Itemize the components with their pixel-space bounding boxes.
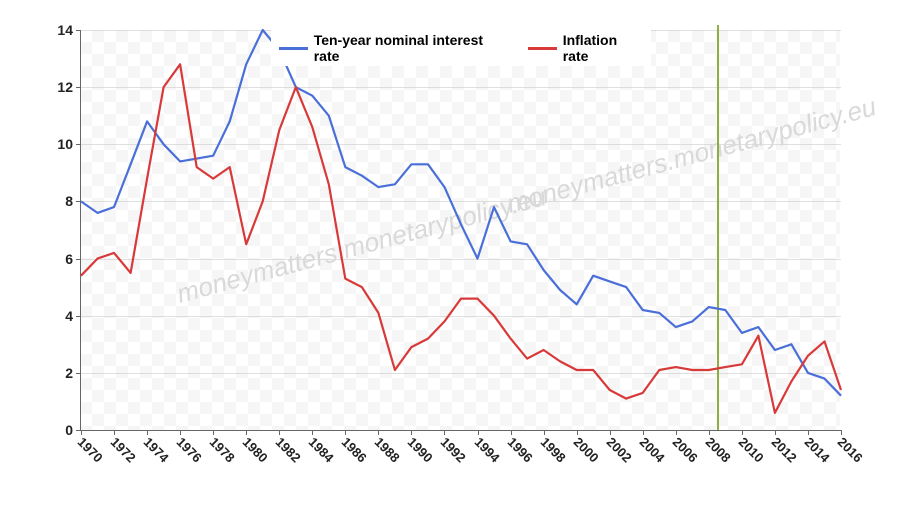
legend-swatch [528, 47, 557, 50]
series-line [81, 64, 841, 413]
x-tick-label: 1976 [174, 434, 205, 465]
x-tick-mark [643, 430, 644, 435]
x-tick-mark [841, 430, 842, 435]
x-tick-mark [709, 430, 710, 435]
x-tick-label: 2008 [702, 434, 733, 465]
x-tick-mark [411, 430, 412, 435]
x-tick-mark [81, 430, 82, 435]
x-tick-label: 2016 [835, 434, 866, 465]
x-tick-label: 1974 [141, 434, 172, 465]
x-tick-label: 1990 [405, 434, 436, 465]
x-tick-label: 1996 [504, 434, 535, 465]
x-tick-mark [279, 430, 280, 435]
x-tick-label: 1984 [306, 434, 337, 465]
x-tick-label: 1988 [372, 434, 403, 465]
x-tick-mark [775, 430, 776, 435]
x-tick-mark [808, 430, 809, 435]
x-tick-mark [676, 430, 677, 435]
legend-item: Ten-year nominal interest rate [279, 32, 504, 64]
x-tick-mark [544, 430, 545, 435]
x-tick-mark [511, 430, 512, 435]
x-tick-label: 2010 [735, 434, 766, 465]
x-tick-mark [246, 430, 247, 435]
x-tick-label: 1970 [75, 434, 106, 465]
x-tick-label: 1986 [339, 434, 370, 465]
legend-item: Inflation rate [528, 32, 643, 64]
x-tick-label: 2014 [802, 434, 833, 465]
x-tick-label: 2012 [769, 434, 800, 465]
x-tick-label: 1992 [438, 434, 469, 465]
x-tick-mark [213, 430, 214, 435]
x-tick-label: 1982 [273, 434, 304, 465]
x-tick-label: 2004 [636, 434, 667, 465]
x-tick-label: 2000 [570, 434, 601, 465]
x-tick-mark [180, 430, 181, 435]
series-line [81, 30, 841, 396]
line-layer [81, 30, 841, 430]
legend-swatch [279, 47, 308, 50]
x-tick-label: 1980 [240, 434, 271, 465]
x-tick-mark [478, 430, 479, 435]
x-tick-label: 2002 [603, 434, 634, 465]
plot-area: 02468101214 1970197219741976197819801982… [80, 30, 841, 431]
x-tick-label: 1978 [207, 434, 238, 465]
x-tick-mark [378, 430, 379, 435]
x-tick-label: 1998 [537, 434, 568, 465]
x-tick-mark [742, 430, 743, 435]
x-tick-mark [577, 430, 578, 435]
x-tick-mark [312, 430, 313, 435]
x-tick-label: 1994 [471, 434, 502, 465]
x-tick-mark [147, 430, 148, 435]
x-tick-label: 2006 [669, 434, 700, 465]
x-tick-mark [114, 430, 115, 435]
x-tick-mark [444, 430, 445, 435]
legend-label: Ten-year nominal interest rate [314, 32, 504, 64]
x-tick-label: 1972 [108, 434, 139, 465]
legend: Ten-year nominal interest rate Inflation … [271, 30, 651, 66]
x-tick-mark [345, 430, 346, 435]
legend-label: Inflation rate [563, 32, 643, 64]
x-tick-mark [610, 430, 611, 435]
